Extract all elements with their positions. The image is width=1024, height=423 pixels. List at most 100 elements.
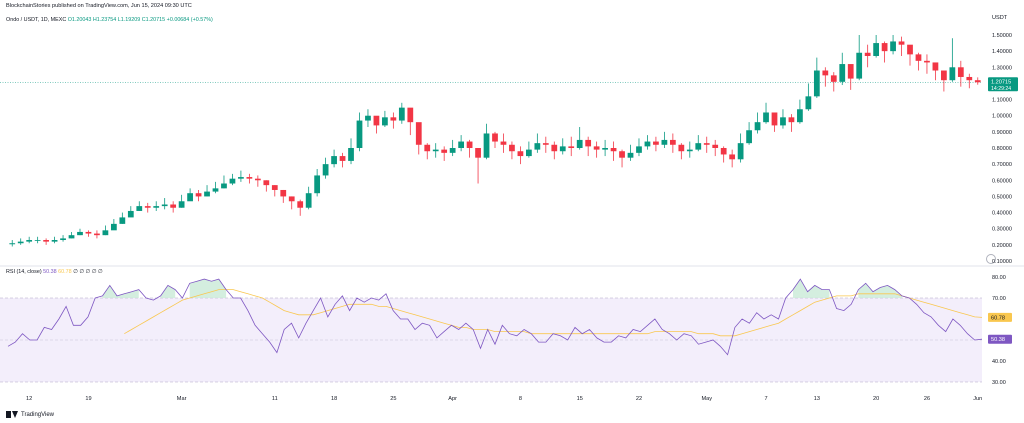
- candle-body: [238, 177, 244, 179]
- candle-body: [314, 175, 321, 194]
- candle-body: [669, 139, 676, 145]
- candle-body: [873, 43, 880, 56]
- candle-body: [974, 80, 981, 83]
- candle-body: [941, 70, 947, 81]
- candle-body: [331, 156, 337, 165]
- candle-body: [94, 233, 100, 236]
- candle-body: [322, 164, 329, 176]
- candle-body: [466, 141, 473, 148]
- candle-body: [568, 146, 575, 148]
- candle-body: [415, 122, 422, 145]
- time-tick-label: 20: [873, 396, 879, 402]
- candle-body: [441, 149, 448, 153]
- price-tick-label: 0.30000: [992, 227, 1012, 233]
- symbol-label[interactable]: Ondo / USDT, 1D, MEXC: [6, 17, 67, 23]
- bar-countdown: 14:29:24: [991, 86, 1011, 92]
- time-tick-label: 11: [272, 396, 278, 402]
- candle-body: [703, 143, 710, 145]
- time-tick-label: 13: [814, 396, 820, 402]
- candle-body: [280, 189, 287, 197]
- candle-body: [966, 76, 973, 81]
- candle-body: [407, 107, 414, 123]
- price-tick-label: 1.50000: [992, 33, 1012, 39]
- time-tick-label: 8: [519, 396, 522, 402]
- candle-body: [17, 241, 24, 244]
- candle-body: [382, 117, 388, 126]
- candle-body: [297, 201, 304, 208]
- candle-body: [9, 243, 16, 245]
- price-tick-label: 1.30000: [992, 65, 1012, 71]
- candle-body: [85, 231, 92, 234]
- time-tick-label: 12: [26, 396, 32, 402]
- candle-body: [34, 240, 41, 241]
- candle-body: [77, 231, 83, 236]
- candle-body: [890, 41, 896, 52]
- rsi-ma-legend-value: 60.78: [58, 269, 72, 275]
- candle-body: [110, 223, 117, 231]
- candle-body: [356, 120, 363, 148]
- candle-body: [187, 193, 193, 202]
- publisher-caption: BlockchainStories published on TradingVi…: [6, 3, 192, 9]
- candle-body: [771, 112, 778, 126]
- tradingview-logo-icon: [6, 411, 18, 418]
- candle-body: [653, 141, 659, 145]
- candle-body: [517, 151, 524, 157]
- candle-body: [627, 152, 634, 158]
- time-tick-label: Apr: [448, 396, 457, 402]
- candle-body: [551, 144, 558, 152]
- candle-body: [830, 75, 837, 82]
- candle-body: [729, 154, 736, 160]
- candle-body: [492, 133, 498, 142]
- candle-body: [390, 117, 397, 121]
- last-price-badge: 1.20715 14:29:24: [988, 77, 1018, 92]
- price-tick-label: 0.60000: [992, 178, 1012, 184]
- candle-body: [500, 141, 507, 145]
- time-tick-label: Jun: [973, 396, 982, 402]
- candle-body: [805, 96, 812, 110]
- last-price-value: 1.20715: [991, 79, 1011, 85]
- candle-body: [898, 41, 905, 45]
- price-tick-label: 0.10000: [992, 259, 1012, 265]
- price-axis[interactable]: 1.500001.400001.300001.200001.100001.000…: [992, 33, 1012, 265]
- candle-body: [763, 112, 769, 123]
- footer-brand[interactable]: TradingView: [6, 411, 54, 418]
- candle-body: [924, 60, 930, 63]
- candle-body: [458, 141, 465, 148]
- time-axis[interactable]: 1219Mar111825Apr81522May7132026Jun10: [26, 396, 1024, 402]
- candle-body: [305, 193, 312, 208]
- rsi-badge-bg: [988, 334, 1012, 344]
- price-tick-label: 0.80000: [992, 146, 1012, 152]
- high-value: H1.23754: [92, 17, 117, 23]
- rsi-ma-badge-value: 60.78: [991, 315, 1005, 321]
- candle-body: [907, 44, 913, 55]
- price-tick-label: 0.70000: [992, 162, 1012, 168]
- candle-body: [153, 206, 160, 208]
- candle-body: [60, 238, 66, 241]
- candle-body: [170, 204, 177, 208]
- candle-body: [957, 67, 964, 77]
- candle-body: [204, 191, 210, 197]
- candle-body: [695, 143, 702, 150]
- candle-body: [102, 230, 109, 236]
- candle-body: [483, 133, 490, 158]
- candle-body: [475, 148, 481, 158]
- eye-icon[interactable]: [986, 254, 996, 264]
- candlestick-series: [9, 35, 981, 247]
- rsi-badges: 60.78 50.38: [988, 312, 1012, 344]
- candle-body: [746, 130, 752, 144]
- candle-body: [585, 139, 592, 147]
- candle-body: [636, 146, 642, 153]
- time-tick-label: 26: [924, 396, 930, 402]
- change-value: +0.00684 (+0.57%): [166, 17, 213, 23]
- time-tick-label: 22: [636, 396, 642, 402]
- candle-body: [424, 144, 431, 152]
- rsi-legend[interactable]: RSI (14, close) 50.38 60.78 ∅ ∅ ∅ ∅ ∅: [6, 269, 103, 275]
- candle-body: [373, 115, 380, 126]
- rsi-legend-value: 50.38: [43, 269, 57, 275]
- candle-body: [780, 117, 786, 126]
- candle-body: [398, 107, 405, 121]
- candle-body: [644, 141, 651, 147]
- candle-body: [432, 149, 439, 152]
